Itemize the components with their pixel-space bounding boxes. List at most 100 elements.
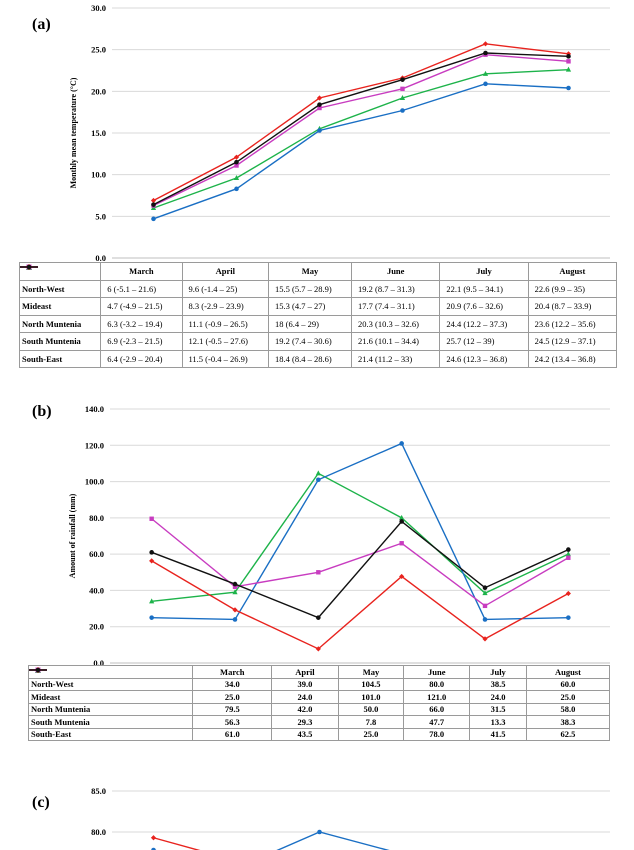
- chart-2-series-1-point: [317, 829, 322, 835]
- chart-0-plot-area: [150, 41, 572, 222]
- data-cell: 25.0: [337, 727, 405, 741]
- data-cell: 79.5: [192, 702, 273, 716]
- chart-1-ytick-label: 60.0: [89, 549, 104, 559]
- data-cell: 18.4 (8.4 – 28.6): [268, 349, 353, 368]
- data-cell: 25.7 (12 – 39): [439, 332, 529, 351]
- data-cell: 43.5: [271, 727, 339, 741]
- chart-0-series-2-point: [400, 86, 405, 92]
- table-row: South-East 6.4 (-2.9 – 20.4) 11.5 (-0.4 – …: [18, 264, 618, 368]
- data-cell: 41.5: [469, 727, 527, 741]
- rainfall-table: March April May June July August North-West 34.…: [27, 665, 611, 741]
- data-cell: 61.0: [192, 727, 273, 741]
- data-cell: 23.6 (12.2 – 35.6): [527, 314, 618, 333]
- chart-1-series-3-point: [482, 636, 488, 642]
- data-cell: 24.0: [469, 690, 527, 704]
- chart-1-series-1-point: [316, 477, 321, 483]
- data-cell: 6.4 (-2.9 – 20.4): [100, 349, 183, 368]
- data-cell: 80.0: [403, 677, 471, 691]
- chart-0-series-4-point: [317, 102, 322, 107]
- data-cell: 8.3 (-2.9 – 23.9): [181, 297, 270, 316]
- chart-1-series-1-point: [232, 617, 238, 622]
- table-header-row: March April May June July August: [18, 262, 618, 281]
- series-name: North-West: [31, 679, 74, 690]
- data-cell: 11.5 (-0.4 – 26.9): [181, 349, 270, 368]
- data-cell: 24.6 (12.3 – 36.8): [439, 349, 529, 368]
- chart-1-series-1-point: [566, 615, 571, 620]
- chart-0-series-3-point: [565, 51, 572, 57]
- data-cell: 22.6 (9.9 – 35): [527, 279, 618, 298]
- chart-0-series-line-3: [153, 43, 569, 202]
- chart-0-series-1-point: [566, 85, 571, 91]
- data-cell: 22.1 (9.5 – 34.1): [439, 279, 529, 298]
- chart-1-series-1-point: [149, 615, 154, 620]
- chart-1-series-4-point: [149, 550, 154, 555]
- chart-0-ytick-label: 5.0: [95, 211, 106, 221]
- series-legend-cell: North-West: [27, 666, 194, 691]
- chart-2-ytick-label: 85.0: [91, 786, 106, 796]
- data-cell: 19.2 (7.4 – 30.6): [268, 332, 353, 351]
- chart-2-series-line-1: [153, 831, 390, 850]
- chart-1-ytick-label: 40.0: [89, 585, 104, 595]
- chart-0-y-axis-label: Monthly mean temperature (°C): [69, 77, 78, 188]
- chart-0-series-1-point: [234, 186, 239, 192]
- chart-0-series-1-point: [317, 128, 322, 133]
- data-cell: 101.0: [337, 690, 405, 704]
- panel-letter-c: (c): [32, 794, 50, 811]
- data-cell: 20.3 (10.3 – 32.6): [351, 314, 441, 333]
- month-header: July: [469, 665, 527, 679]
- month-header: June: [403, 665, 471, 679]
- table-row: North Muntenia 79.5 42.0 50.0 66.0 31.5 58.0: [27, 667, 611, 716]
- month-header: April: [181, 262, 270, 281]
- chart-1-series-2-point: [316, 570, 321, 575]
- data-cell: 38.5: [469, 677, 527, 691]
- data-cell: 24.4 (12.2 – 37.3): [439, 314, 529, 333]
- data-cell: 56.3: [192, 715, 273, 729]
- chart-1-y-axis-label: Amount of rainfall (mm): [68, 493, 77, 578]
- series-name: Mideast: [22, 301, 52, 312]
- series-name: North-West: [22, 283, 65, 294]
- table-row: North-West 6 (-5.1 – 21.6) 9.6 (-1.4 – 25)…: [18, 263, 618, 298]
- chart-1-series-2-point: [149, 516, 154, 521]
- chart-0-series-line-4: [153, 52, 569, 206]
- chart-2-series-1-point: [151, 847, 156, 850]
- series-name: South Muntenia: [22, 336, 81, 347]
- series-legend-cell: North Muntenia: [18, 264, 102, 333]
- chart-0-series-0-point: [233, 175, 240, 180]
- data-cell: 25.0: [192, 690, 273, 704]
- chart-1-series-0-point: [232, 589, 238, 595]
- data-cell: 66.0: [403, 702, 471, 716]
- chart-1-series-line-2: [151, 518, 569, 607]
- series-name: South-East: [31, 729, 72, 740]
- data-cell: 58.0: [525, 702, 611, 716]
- table-row: South-East 61.0 43.5 25.0 78.0 41.5 62.5: [27, 667, 611, 741]
- data-cell: 47.7: [403, 715, 471, 729]
- chart-0-series-4-point: [400, 77, 405, 82]
- chart-1-series-3-point: [232, 607, 238, 613]
- chart-0-ytick-label: 30.0: [91, 3, 106, 13]
- chart-1-series-2-point: [232, 584, 238, 589]
- series-name: Mideast: [31, 691, 61, 702]
- table-row: Mideast 25.0 24.0 101.0 121.0 24.0 25.0: [27, 667, 611, 704]
- data-cell: 11.1 (-0.9 – 26.5): [181, 314, 270, 333]
- chart-1-series-2-point: [566, 555, 571, 560]
- data-cell: 13.3: [469, 715, 527, 729]
- chart-0-series-1-point: [400, 108, 405, 113]
- data-cell: 17.7 (7.4 – 31.1): [351, 297, 441, 316]
- chart-0-series-0-point: [482, 70, 489, 76]
- month-header: April: [271, 665, 339, 679]
- table-row: South Muntenia 6.9 (-2.3 – 21.5) 12.1 (-0.…: [18, 263, 618, 351]
- legend-marker: [19, 264, 38, 269]
- chart-1-series-3-point: [315, 646, 321, 652]
- data-cell: 24.0: [271, 690, 339, 704]
- table-corner-cell: [27, 665, 194, 679]
- chart-0-series-1-point: [483, 81, 488, 87]
- chart-1-series-4-point: [399, 519, 404, 524]
- chart-0-series-2-point: [566, 59, 571, 64]
- chart-1-series-line-1: [151, 442, 569, 621]
- chart-0-ytick-label: 20.0: [91, 86, 106, 96]
- table-row: North Muntenia 6.3 (-3.2 – 19.4) 11.1 (-0.…: [18, 264, 618, 333]
- data-cell: 34.0: [192, 677, 273, 691]
- data-cell: 42.0: [271, 702, 339, 716]
- chart-1-series-line-4: [151, 520, 569, 619]
- chart-0-series-0-point: [565, 66, 572, 72]
